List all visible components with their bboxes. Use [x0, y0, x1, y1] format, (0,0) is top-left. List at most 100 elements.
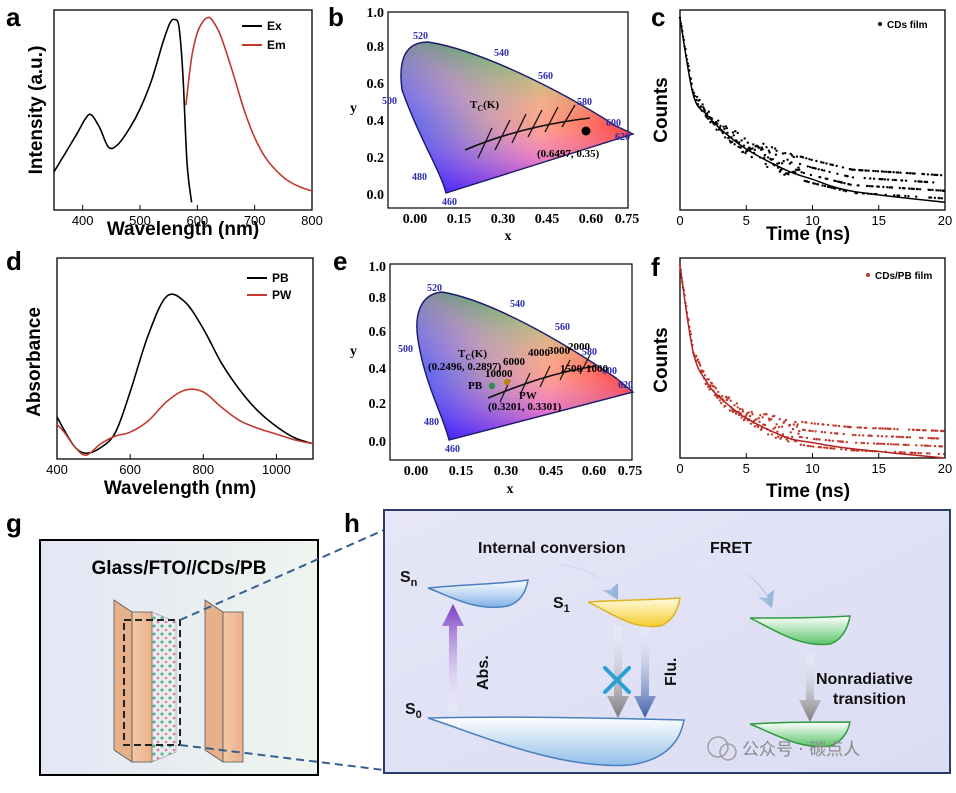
decay-point: [727, 396, 731, 399]
decay-point: [874, 427, 877, 430]
decay-point: [795, 155, 799, 158]
decay-point: [809, 173, 813, 177]
decay-point: [773, 414, 776, 418]
decay-point: [865, 169, 868, 172]
panel-d-series: [56, 293, 314, 457]
decay-point: [866, 442, 869, 445]
decay-point: [773, 147, 777, 150]
decay-point: [939, 174, 943, 177]
decay-point: [897, 435, 901, 439]
decay-point: [932, 429, 935, 432]
cie-locus-magenta-e: [416, 292, 633, 440]
decay-point: [809, 445, 813, 448]
cie-locus-magenta: [400, 42, 633, 193]
decay-point: [929, 196, 933, 199]
decay-point: [810, 158, 813, 162]
decay-point: [907, 187, 911, 190]
decay-point: [763, 153, 767, 157]
decay-point: [794, 420, 797, 424]
sn-state-bowl: [427, 579, 529, 608]
decay-point: [743, 137, 746, 140]
decay-point: [805, 421, 808, 424]
pw-label: PW: [519, 390, 537, 402]
decay-point: [858, 434, 861, 437]
decay-point: [751, 413, 754, 416]
ytick-e-0: 0.0: [369, 435, 387, 450]
decay-point: [833, 447, 836, 450]
decay-point: [932, 181, 935, 184]
watermark: 公众号 · 碳点人: [707, 736, 860, 761]
ytick-b-1: 0.2: [367, 151, 385, 166]
decay-point: [820, 430, 824, 434]
xtick-a-3: 700: [244, 213, 266, 228]
decay-point: [723, 127, 726, 131]
xtick-c-dots-4: 20: [938, 213, 952, 228]
wl-580-e: 580: [582, 347, 597, 358]
decay-point: [736, 131, 739, 135]
decay-point: [766, 156, 770, 159]
decay-point: [879, 442, 883, 445]
decay-point: [897, 194, 901, 197]
temp-10000: 10000: [485, 368, 513, 380]
xtick-f-dots-0: 0: [676, 461, 683, 476]
wl-460-e: 460: [445, 444, 460, 455]
decay-point: [826, 446, 829, 450]
decay-point: [714, 120, 718, 124]
xtick-a-2: 600: [186, 213, 208, 228]
decay-point: [731, 140, 734, 144]
decay-point: [928, 452, 931, 455]
xtick-f-dots-4: 20: [938, 461, 952, 476]
panel-c-decay-points: [678, 16, 946, 200]
decay-point: [747, 411, 750, 414]
decay-point: [775, 423, 778, 426]
decay-point: [824, 438, 827, 442]
decay-point: [933, 196, 937, 200]
decay-point: [733, 143, 736, 146]
decay-point: [777, 435, 780, 438]
wl-460-b: 460: [442, 197, 457, 208]
decay-point: [774, 153, 778, 156]
zoom-line-top: [179, 529, 385, 621]
decay-point: [709, 121, 712, 124]
decay-point: [943, 189, 946, 192]
decay-point: [939, 189, 942, 192]
decay-point: [851, 176, 855, 179]
decay-point: [764, 162, 767, 166]
panel-f-xticks: 0 5 10 15 20: [676, 453, 952, 476]
decay-point: [940, 197, 944, 200]
panel-e-letter: e: [333, 246, 347, 276]
decay-point: [761, 416, 764, 419]
decay-point: [918, 436, 922, 439]
legend-ex-label: Ex: [267, 19, 282, 33]
decay-point: [702, 370, 705, 373]
panel-g-letter: g: [6, 508, 22, 538]
decay-point: [739, 146, 742, 149]
ytick-b-3: 0.6: [367, 77, 385, 92]
panel-a-letter: a: [6, 2, 21, 32]
nonradiative-label-2: transition: [833, 691, 906, 708]
panel-a-ylabel: Intensity (a.u.): [26, 46, 47, 175]
decay-point: [817, 168, 820, 171]
ytick-b-2: 0.4: [367, 114, 385, 129]
decay-point: [790, 161, 793, 164]
decay-point: [920, 180, 923, 183]
decay-point: [834, 179, 838, 183]
decay-point: [791, 435, 794, 439]
decay-point: [753, 425, 756, 428]
decay-point: [726, 131, 729, 134]
ytick-b-0: 0.0: [367, 188, 385, 203]
decay-point: [823, 169, 826, 172]
decay-point: [846, 175, 849, 178]
decay-point: [897, 171, 900, 174]
decay-point: [886, 442, 890, 446]
decay-point: [719, 124, 722, 128]
decay-point: [914, 451, 917, 455]
decay-point: [925, 180, 929, 184]
cie-locus-outline-e: [416, 291, 635, 441]
xtick-b-1: 0.15: [447, 212, 472, 227]
decay-point: [710, 382, 714, 385]
decay-point: [772, 427, 775, 430]
xtick-b-0: 0.00: [403, 212, 428, 227]
decay-point: [937, 452, 940, 456]
